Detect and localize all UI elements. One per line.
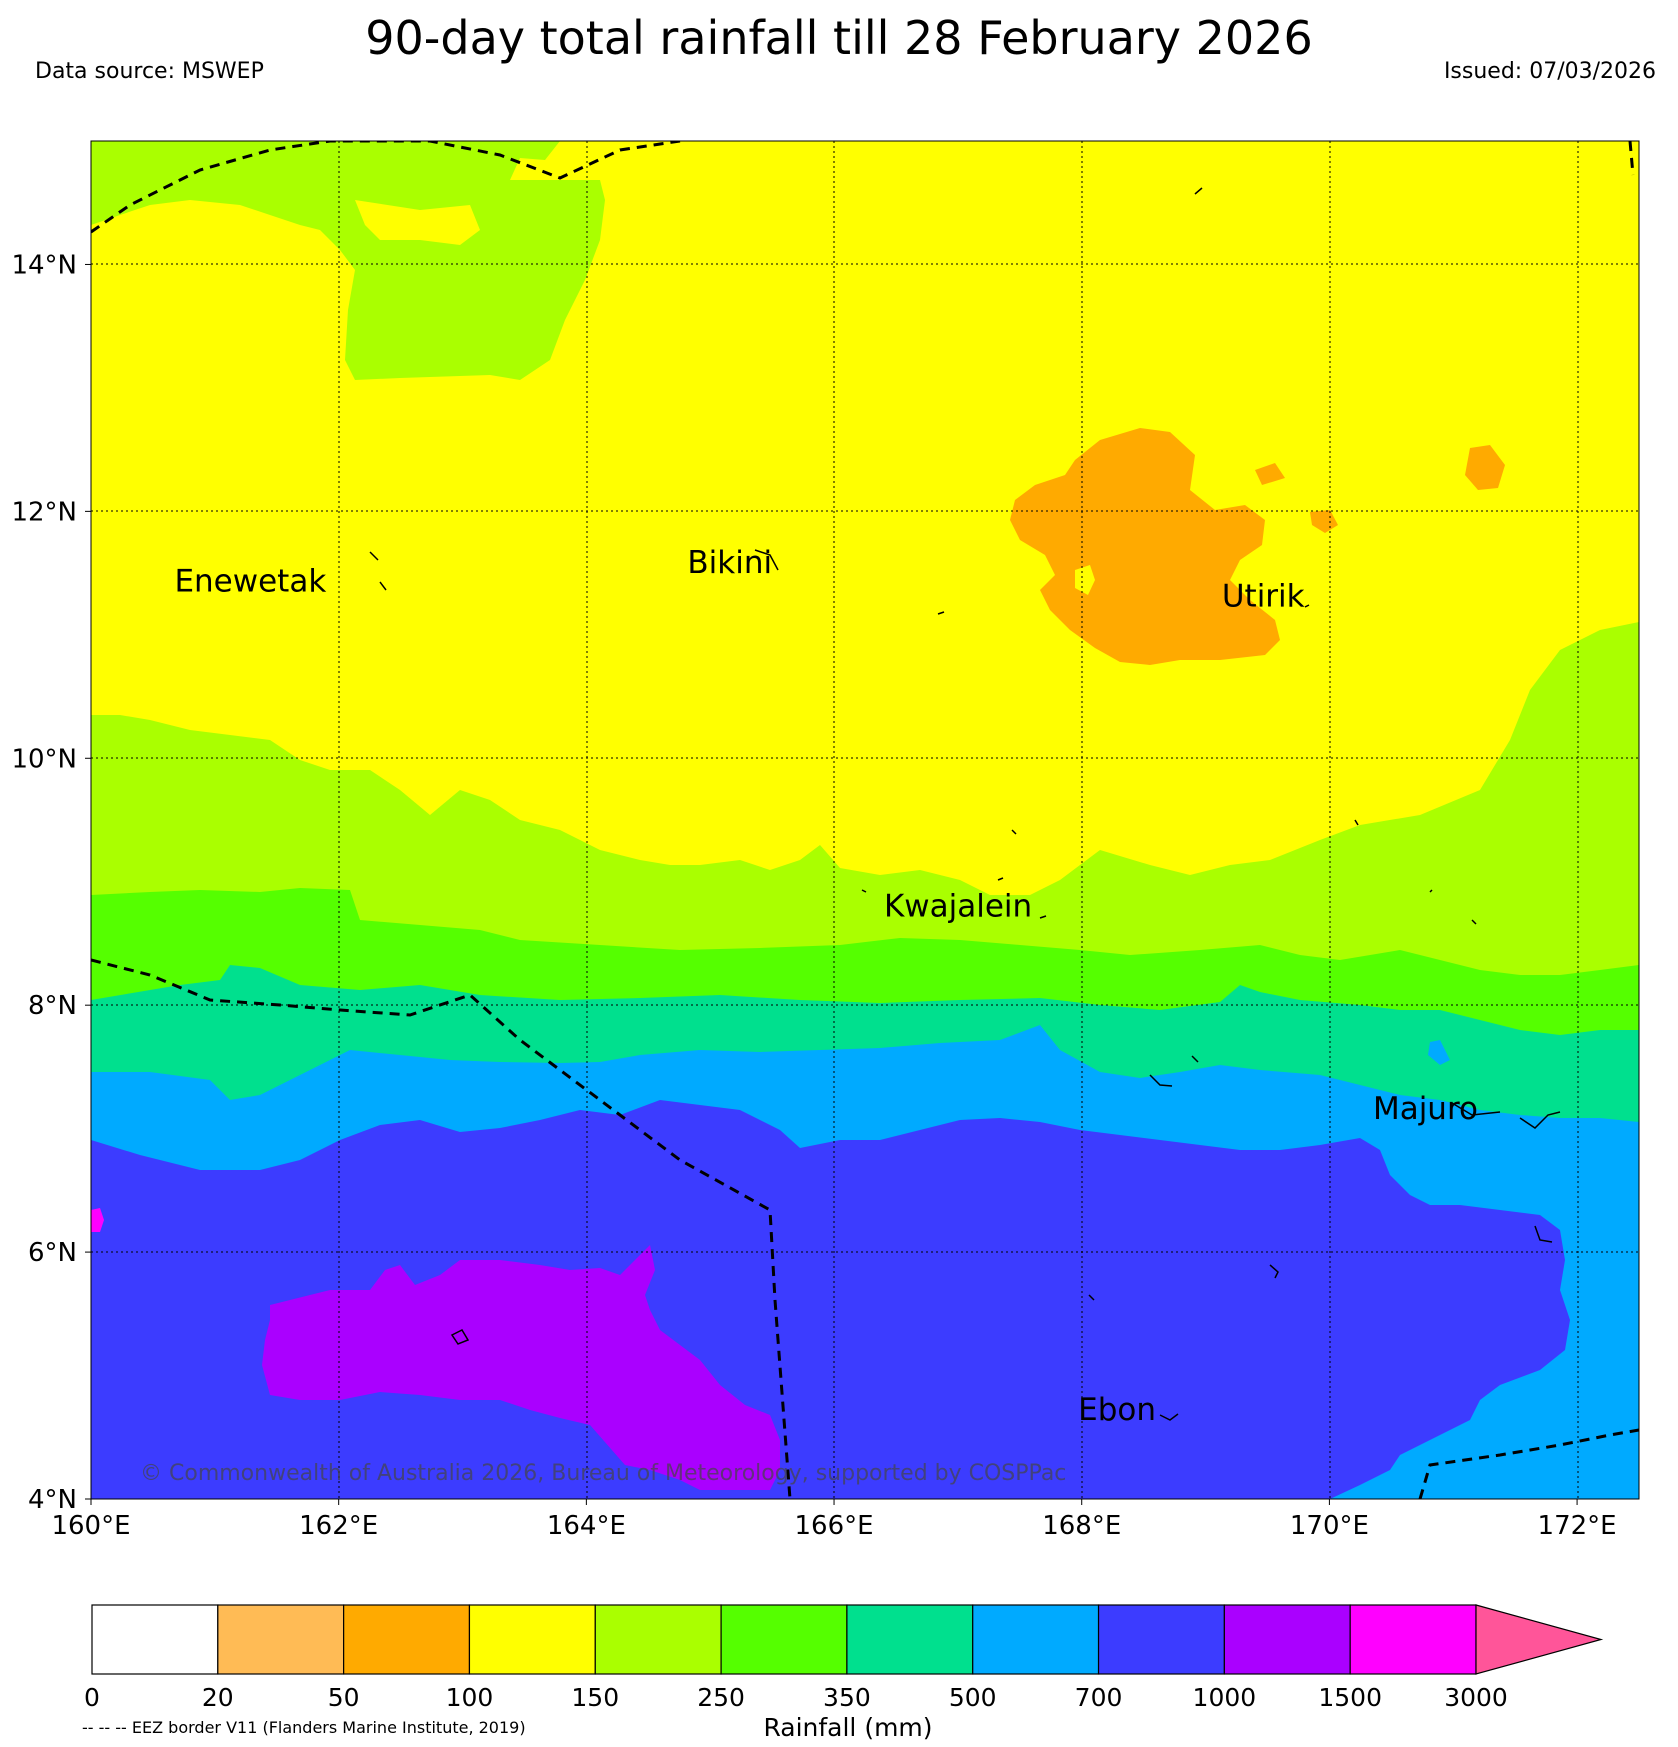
data-source-label: Data source: MSWEP xyxy=(35,59,264,84)
place-label-utirik: Utirik xyxy=(1222,578,1305,614)
legend-boundary-label: 3000 xyxy=(1444,1683,1508,1712)
contour-500-700-patch xyxy=(1428,1040,1450,1065)
atoll-outlines xyxy=(369,187,1561,1421)
legend-title: Rainfall (mm) xyxy=(763,1713,932,1742)
eez-border-note: -- -- -- EEZ border V11 (Flanders Marine… xyxy=(82,1718,526,1737)
legend-boundary-label: 250 xyxy=(697,1683,745,1712)
legend-boundary-label: 350 xyxy=(823,1683,871,1712)
contour-1500-3000-west xyxy=(91,1208,104,1232)
legend-boundary-label: 1500 xyxy=(1318,1683,1382,1712)
contour-50-100-utirik xyxy=(1010,428,1280,665)
contour-100-150-north-pocket xyxy=(355,200,480,245)
lat-tick-label: 10°N xyxy=(11,744,77,774)
contour-1000-1500 xyxy=(262,1245,780,1490)
legend-swatch xyxy=(91,1604,219,1675)
rainfall-contours xyxy=(91,141,1639,1499)
lon-tick-label: 168°E xyxy=(1042,1511,1121,1541)
eez-borders xyxy=(91,141,1639,1499)
lat-tick-label: 14°N xyxy=(11,250,77,280)
lon-tick-label: 170°E xyxy=(1290,1511,1369,1541)
place-label-majuro: Majuro xyxy=(1373,1091,1478,1127)
copyright-notice: © Commonwealth of Australia 2026, Bureau… xyxy=(140,1461,1066,1486)
place-label-ebon: Ebon xyxy=(1078,1392,1156,1428)
map-frame xyxy=(90,140,1640,1500)
lat-tick-label: 8°N xyxy=(28,991,77,1021)
legend-swatch xyxy=(217,1604,345,1675)
legend-boundary-label: 20 xyxy=(202,1683,234,1712)
legend-swatch xyxy=(1349,1604,1477,1675)
legend-swatch xyxy=(846,1604,974,1675)
contour-100-150-utirik-hole xyxy=(1075,565,1095,595)
legend-swatch xyxy=(1223,1604,1351,1675)
legend-swatch xyxy=(594,1604,722,1675)
legend-swatch xyxy=(720,1604,848,1675)
lat-tick-label: 4°N xyxy=(28,1485,77,1515)
legend-swatch xyxy=(468,1604,596,1675)
legend-boundary-label: 100 xyxy=(446,1683,494,1712)
issued-date-label: Issued: 07/03/2026 xyxy=(1443,59,1656,84)
rainfall-legend: 0 20 50 100 150 250 350 500 700 1000 1500 3000 Rainf… xyxy=(84,1604,1604,1742)
lon-tick-label: 160°E xyxy=(51,1511,130,1541)
legend-swatch xyxy=(1097,1604,1225,1675)
contour-50-100-patch-mid xyxy=(1255,463,1285,485)
lon-tick-label: 162°E xyxy=(299,1511,378,1541)
map-grid xyxy=(91,141,1639,1499)
legend-boundary-label: 0 xyxy=(84,1683,100,1712)
contour-50-100-patch-east xyxy=(1465,445,1505,490)
place-labels: Enewetak Bikini Utirik Kwajalein Majuro Ebon xyxy=(174,545,1478,1428)
lat-tick-label: 6°N xyxy=(28,1238,77,1268)
legend-boundary-label: 700 xyxy=(1075,1683,1123,1712)
place-label-enewetak: Enewetak xyxy=(174,564,326,600)
legend-swatch xyxy=(972,1604,1100,1675)
place-label-bikini: Bikini xyxy=(687,545,772,581)
lat-tick-label: 12°N xyxy=(11,497,77,527)
legend-boundary-label: 500 xyxy=(949,1683,997,1712)
legend-swatch xyxy=(343,1604,471,1675)
place-label-kwajalein: Kwajalein xyxy=(884,888,1032,924)
legend-boundary-label: 1000 xyxy=(1193,1683,1257,1712)
legend-boundary-label: 150 xyxy=(571,1683,619,1712)
contour-50-100-patch-small xyxy=(1310,510,1338,533)
legend-extend-arrow xyxy=(1475,1604,1604,1675)
map-title: 90-day total rainfall till 28 February 2… xyxy=(365,11,1313,65)
longitude-ticks: 160°E 162°E 164°E 166°E 168°E 170°E 172°E xyxy=(51,1499,1617,1541)
lon-tick-label: 164°E xyxy=(547,1511,626,1541)
lon-tick-label: 166°E xyxy=(795,1511,874,1541)
contour-150-250-north xyxy=(91,141,605,380)
lon-tick-label: 172°E xyxy=(1538,1511,1617,1541)
latitude-ticks: 4°N 6°N 8°N 10°N 12°N 14°N xyxy=(11,250,91,1515)
legend-boundary-label: 50 xyxy=(328,1683,360,1712)
